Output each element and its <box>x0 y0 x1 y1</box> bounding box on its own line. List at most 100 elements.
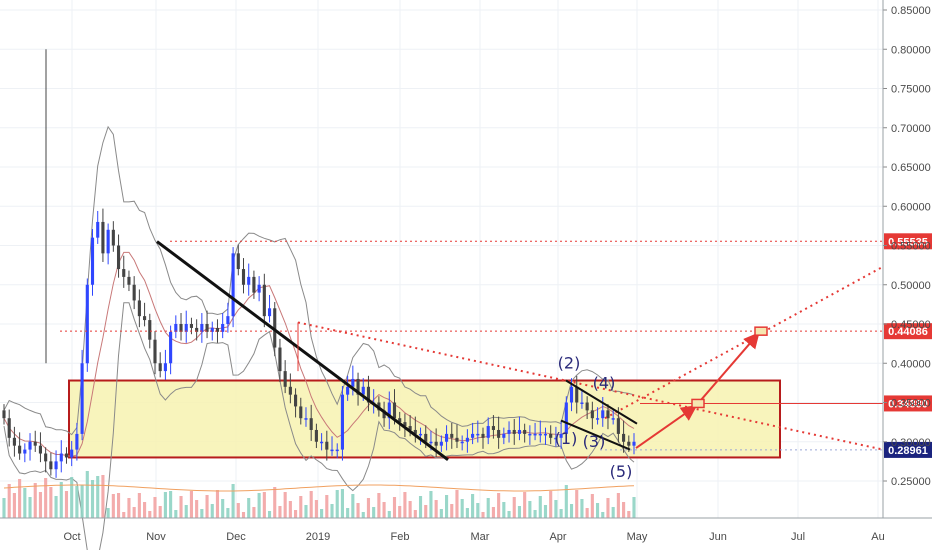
candle-body[interactable] <box>502 433 506 438</box>
candle-body[interactable] <box>299 406 303 419</box>
candle-body[interactable] <box>132 284 136 301</box>
candle-body[interactable] <box>116 245 121 270</box>
candle-body[interactable] <box>143 316 147 321</box>
candle-body[interactable] <box>158 363 162 372</box>
candle-body[interactable] <box>569 386 574 403</box>
candle-body[interactable] <box>335 449 339 452</box>
candle-body[interactable] <box>304 418 308 420</box>
candle-body[interactable] <box>606 410 610 419</box>
candle-body[interactable] <box>455 437 459 442</box>
candle-body[interactable] <box>590 410 594 419</box>
candle-body[interactable] <box>163 363 167 372</box>
candle-body[interactable] <box>507 429 511 434</box>
candle-body[interactable] <box>533 433 537 436</box>
candle-body[interactable] <box>413 429 417 434</box>
candle-body[interactable] <box>200 324 204 332</box>
candle-body[interactable] <box>226 316 230 324</box>
candle-body[interactable] <box>64 453 69 458</box>
candle-body[interactable] <box>288 386 292 395</box>
candle-body[interactable] <box>169 331 173 364</box>
candle-body[interactable] <box>309 418 313 430</box>
candle-body[interactable] <box>174 324 178 332</box>
candle-body[interactable] <box>434 441 438 446</box>
candle-body[interactable] <box>148 320 152 340</box>
candle-body[interactable] <box>106 229 110 254</box>
candle-body[interactable] <box>517 429 522 434</box>
candle-body[interactable] <box>12 437 16 446</box>
candle-body[interactable] <box>273 308 277 348</box>
candle-body[interactable] <box>497 429 501 438</box>
range-box[interactable] <box>68 379 781 459</box>
candle-body[interactable] <box>465 437 469 442</box>
target-marker[interactable] <box>691 398 705 409</box>
forecast-arrow[interactable] <box>697 332 760 405</box>
candle-body[interactable] <box>44 453 48 462</box>
candle-body[interactable] <box>314 429 318 442</box>
candle-body[interactable] <box>439 441 443 446</box>
candle-body[interactable] <box>632 441 636 446</box>
candle-body[interactable] <box>38 445 43 454</box>
candle-body[interactable] <box>611 418 615 420</box>
candle-body[interactable] <box>356 378 360 395</box>
candle-body[interactable] <box>418 433 423 436</box>
target-marker[interactable] <box>754 326 768 336</box>
candle-body[interactable] <box>320 441 324 444</box>
candle-body[interactable] <box>460 441 464 444</box>
candle-body[interactable] <box>59 453 63 462</box>
candle-body[interactable] <box>325 441 329 450</box>
candle-body[interactable] <box>111 229 115 246</box>
candle-body[interactable] <box>361 386 365 395</box>
candle-body[interactable] <box>267 308 272 317</box>
candle-body[interactable] <box>2 410 6 419</box>
candle-body[interactable] <box>491 426 495 430</box>
candle-body[interactable] <box>554 437 558 440</box>
candle-body[interactable] <box>122 269 126 277</box>
candle-body[interactable] <box>215 327 220 332</box>
red-dotted-resistance[interactable] <box>297 321 884 451</box>
candle-body[interactable] <box>236 253 240 270</box>
candle-body[interactable] <box>257 284 261 293</box>
candle-body[interactable] <box>429 441 433 444</box>
candle-body[interactable] <box>601 410 605 419</box>
candle-body[interactable] <box>54 461 58 470</box>
candle-body[interactable] <box>392 402 397 419</box>
candle-body[interactable] <box>96 221 100 238</box>
candle-body[interactable] <box>28 441 32 450</box>
candle-body[interactable] <box>294 394 298 407</box>
candle-body[interactable] <box>75 433 79 450</box>
candle-body[interactable] <box>18 445 22 454</box>
candle-body[interactable] <box>179 324 183 332</box>
candle-body[interactable] <box>595 418 600 420</box>
candle-body[interactable] <box>231 253 235 317</box>
candle-body[interactable] <box>408 426 412 430</box>
candle-body[interactable] <box>627 441 631 446</box>
candle-body[interactable] <box>387 402 391 419</box>
candle-body[interactable] <box>538 433 542 436</box>
candle-body[interactable] <box>210 327 214 332</box>
candle-body[interactable] <box>137 300 141 317</box>
candle-body[interactable] <box>564 402 568 434</box>
candle-body[interactable] <box>340 394 344 450</box>
candle-body[interactable] <box>221 324 225 332</box>
candle-body[interactable] <box>486 426 490 438</box>
candle-body[interactable] <box>278 347 282 372</box>
candle-body[interactable] <box>543 433 548 436</box>
candle-body[interactable] <box>476 433 480 436</box>
candle-body[interactable] <box>585 402 589 411</box>
candle-body[interactable] <box>424 433 428 442</box>
candle-body[interactable] <box>450 433 454 438</box>
candle-body[interactable] <box>247 276 251 285</box>
candle-body[interactable] <box>184 324 188 332</box>
candle-body[interactable] <box>512 429 516 434</box>
candle-body[interactable] <box>366 386 371 403</box>
candle-body[interactable] <box>70 449 74 458</box>
candle-body[interactable] <box>523 429 527 434</box>
candle-body[interactable] <box>580 402 584 405</box>
candle-body[interactable] <box>559 433 563 438</box>
candle-body[interactable] <box>90 237 95 285</box>
candle-body[interactable] <box>445 433 449 442</box>
candle-body[interactable] <box>153 339 157 364</box>
candle-body[interactable] <box>127 276 131 285</box>
candle-body[interactable] <box>549 433 553 438</box>
